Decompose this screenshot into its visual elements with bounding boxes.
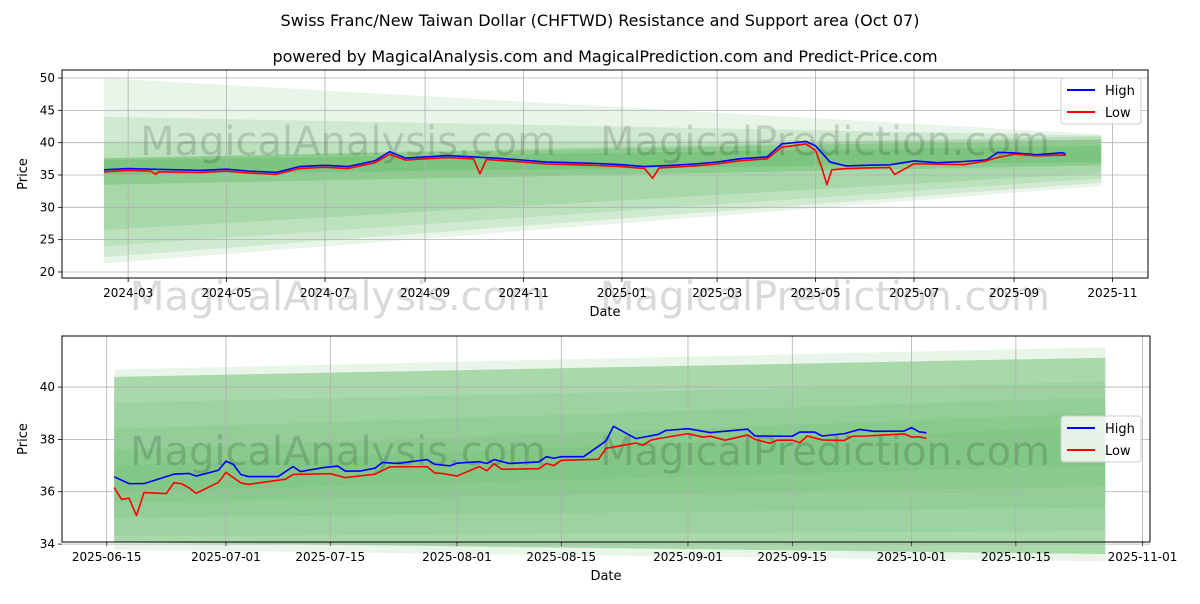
chart-subtitle: powered by MagicalAnalysis.com and Magic…	[272, 47, 937, 66]
y-tick-label: 38	[40, 432, 55, 446]
resistance-support-band	[114, 347, 1106, 562]
plot-frame	[61, 335, 1151, 543]
y-tick-label: 36	[40, 485, 55, 499]
x-tick-label: 2025-09-15	[757, 550, 827, 564]
x-tick-label: 2024-05	[202, 286, 252, 300]
x-tick-label: 2025-08-15	[526, 550, 596, 564]
resistance-support-band	[103, 139, 1102, 185]
legend-label-high: High	[1105, 422, 1135, 437]
y-axis-label: Price	[16, 158, 31, 190]
x-tick-label: 2025-10-01	[877, 550, 947, 564]
x-tick-label: 2025-09	[989, 286, 1039, 300]
series-line-high	[113, 425, 927, 485]
chart-title: Swiss Franc/New Taiwan Dollar (CHFTWD) R…	[281, 11, 920, 30]
y-tick-label: 40	[40, 380, 55, 394]
y-tick-label: 30	[40, 200, 55, 214]
y-tick-label: 20	[40, 265, 55, 279]
x-axis-label: Date	[589, 305, 620, 320]
x-tick-label: 2025-07-15	[295, 550, 365, 564]
resistance-support-band	[114, 357, 1106, 555]
legend-label-low: Low	[1105, 106, 1131, 121]
x-axis-label: Date	[590, 569, 621, 584]
chart-1: 2024-03 2024-05 2024-07 2024-09 2024-11 2025-…	[16, 69, 1149, 320]
x-tick-label: 2024-03	[103, 286, 153, 300]
resistance-support-band	[103, 116, 1102, 258]
x-tick-label: 2024-09	[400, 286, 450, 300]
y-tick-label: 40	[40, 136, 55, 150]
legend-label-high: High	[1105, 84, 1135, 99]
legend: High Low	[1060, 77, 1142, 125]
watermark: MagicalPrediction.com	[600, 274, 1050, 320]
x-tick-label: 2025-07	[889, 286, 939, 300]
series-line-low	[103, 143, 1066, 186]
watermark: MagicalPrediction.com	[600, 429, 1050, 475]
watermark: MagicalAnalysis.com	[130, 274, 546, 320]
x-tick-label: 2025-11	[1087, 286, 1137, 300]
legend-label-low: Low	[1105, 444, 1131, 459]
x-tick-label: 2025-10-15	[981, 550, 1051, 564]
y-tick-label: 34	[40, 537, 55, 551]
x-tick-label: 2025-09-01	[653, 550, 723, 564]
plot-frame	[61, 69, 1149, 279]
x-tick-label: 2025-08-01	[422, 550, 492, 564]
watermark: MagicalAnalysis.com	[130, 429, 546, 475]
y-tick-label: 35	[40, 168, 55, 182]
x-tick-label: 2025-03	[692, 286, 742, 300]
series-line-low	[113, 432, 927, 517]
y-tick-label: 25	[40, 233, 55, 247]
chart-2: 2025-06-15 2025-07-01 2025-07-15 2025-08-01…	[16, 335, 1178, 584]
resistance-support-band	[114, 381, 1106, 537]
series-line-high	[103, 140, 1067, 174]
x-tick-label: 2024-07	[300, 286, 350, 300]
x-tick-label: 2024-11	[498, 286, 548, 300]
resistance-support-band	[103, 78, 1102, 264]
x-tick-label: 2025-11-01	[1108, 550, 1178, 564]
y-tick-label: 50	[40, 71, 55, 85]
resistance-support-band	[103, 136, 1102, 230]
legend: High Low	[1060, 415, 1142, 463]
x-tick-label: 2025-01	[597, 286, 647, 300]
x-tick-label: 2025-06-15	[72, 550, 142, 564]
y-tick-label: 45	[40, 103, 55, 117]
x-tick-label: 2025-07-01	[191, 550, 261, 564]
resistance-support-band	[114, 397, 1106, 518]
y-axis-label: Price	[16, 423, 31, 455]
x-tick-label: 2025-05	[791, 286, 841, 300]
watermark: MagicalPrediction.com	[600, 119, 1050, 165]
